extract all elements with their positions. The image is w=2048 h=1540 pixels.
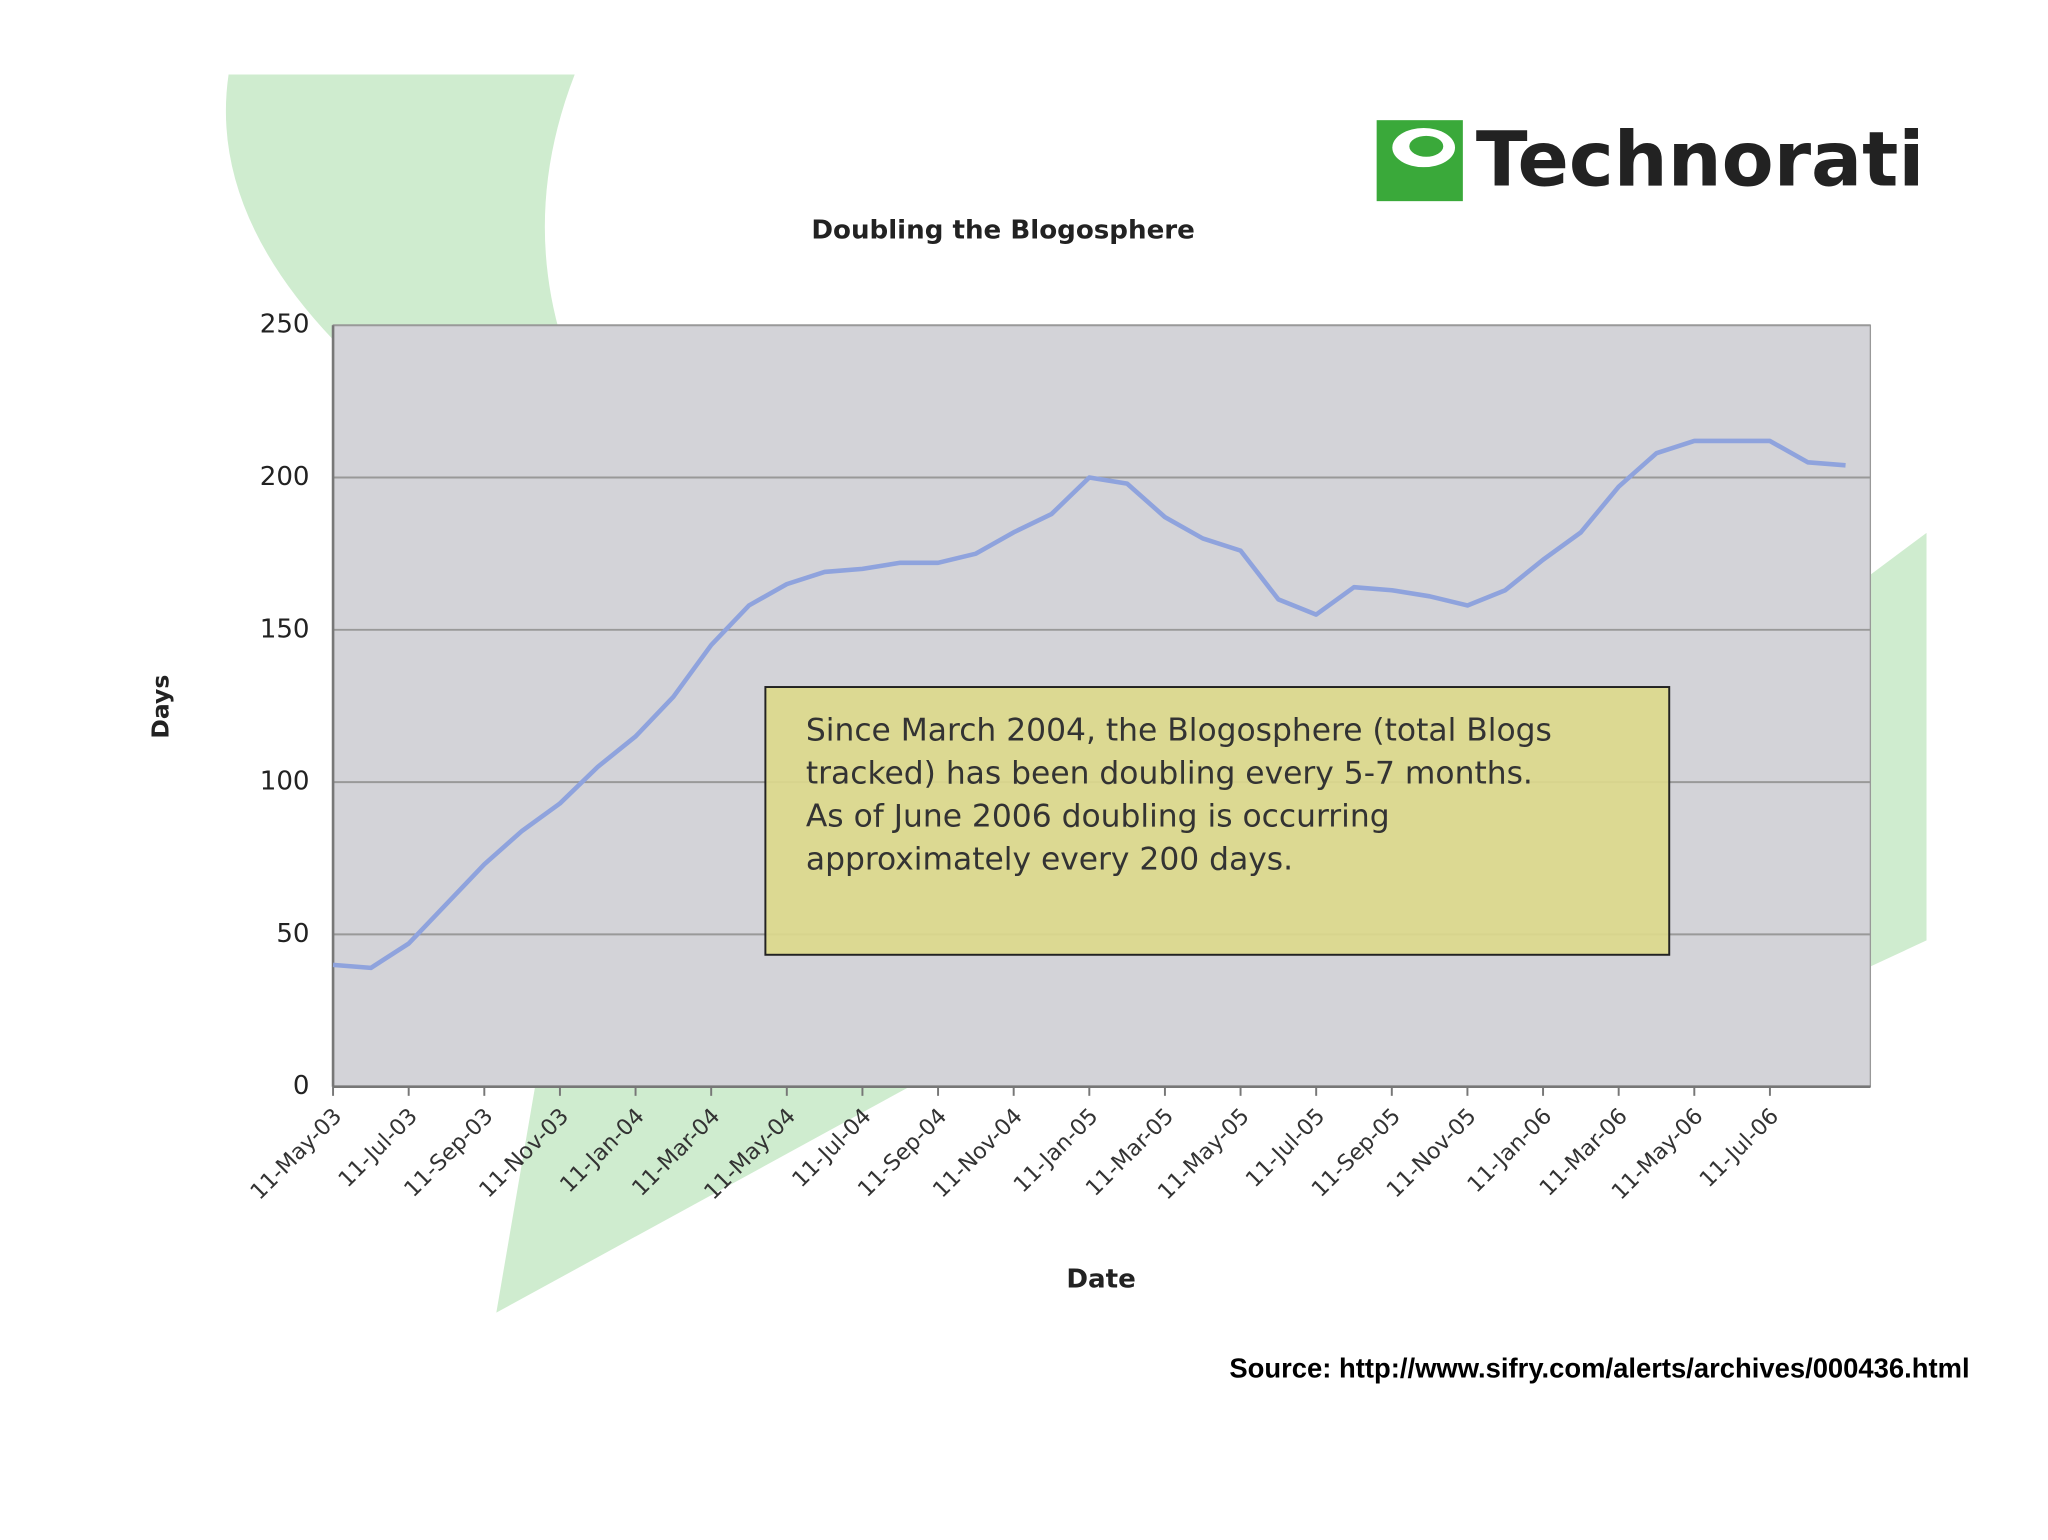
y-tick-label: 250 [260,310,310,340]
annotation-line: approximately every 200 days. [806,842,1293,878]
logo-text: Technorati [1476,116,1924,204]
decor-shape [1870,532,1927,967]
logo-icon-bubble [1409,135,1444,157]
y-axis-label: Days [146,675,174,739]
logo: Technorati [1376,116,1924,204]
data-line [332,438,1846,971]
y-tick-label: 100 [260,767,310,797]
annotation-line: Since March 2004, the Blogosphere (total… [806,712,1552,748]
decor-shape [225,74,575,340]
annotation-box [764,686,1671,956]
y-tick-label: 0 [293,1071,310,1101]
chart-title: Doubling the Blogosphere [811,216,1195,246]
y-tick-label: 200 [260,462,310,492]
source-note: Source: http://www.sifry.com/alerts/arch… [1229,1352,1969,1383]
x-axis-label: Date [1066,1265,1135,1295]
y-tick-label: 150 [260,614,310,644]
annotation-line: As of June 2006 doubling is occurring [806,799,1390,835]
y-tick-label: 50 [276,919,309,949]
annotation-line: tracked) has been doubling every 5-7 mon… [806,756,1533,792]
